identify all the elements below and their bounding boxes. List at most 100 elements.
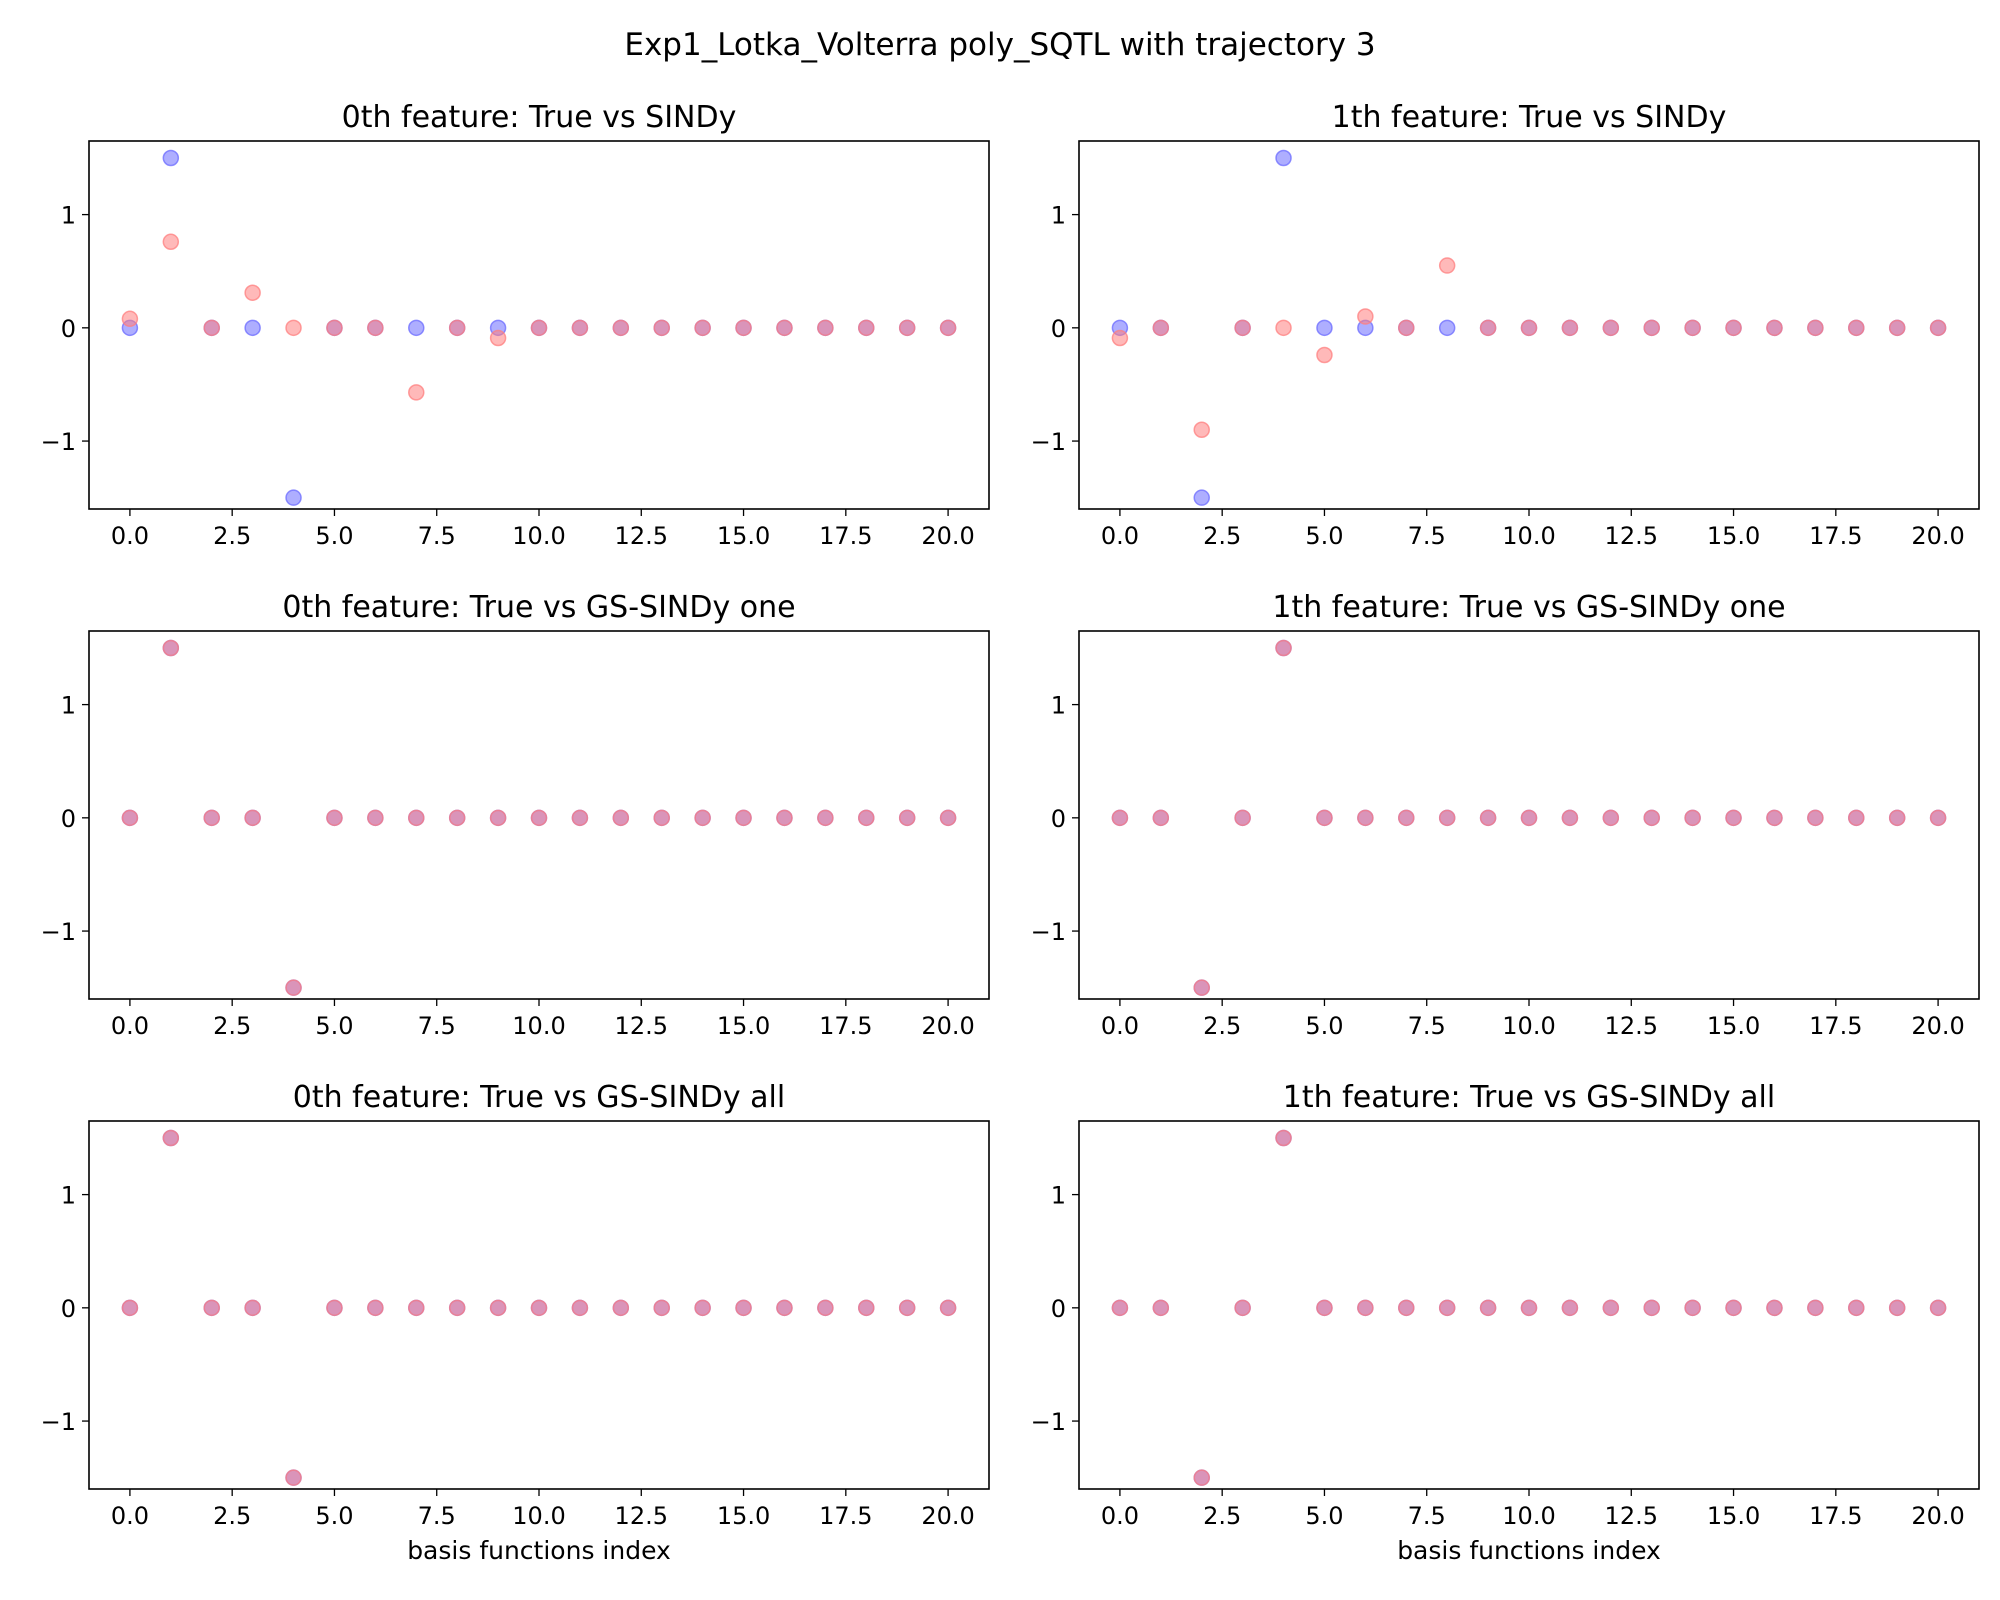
scatter-points <box>1111 149 1947 506</box>
estimate-point <box>1561 319 1579 337</box>
estimate-point <box>203 319 220 337</box>
estimate-point <box>898 319 916 337</box>
scatter-points <box>121 639 957 996</box>
estimate-point <box>448 1299 466 1317</box>
x-tick-label: 2.5 <box>1203 1012 1241 1040</box>
estimate-point <box>776 1299 793 1317</box>
y-tick-label: 1 <box>61 692 76 720</box>
estimate-point <box>244 809 261 827</box>
estimate-point <box>612 1299 630 1317</box>
estimate-point <box>162 639 180 657</box>
estimate-point <box>121 809 139 827</box>
x-tick-label: 20.0 <box>1911 1012 1964 1040</box>
figure-title: Exp1_Lotka_Volterra poly_SQTL with traje… <box>624 27 1375 63</box>
estimate-point <box>244 1299 261 1317</box>
x-tick-label: 7.5 <box>1408 1502 1446 1530</box>
estimate-point <box>1684 1299 1701 1317</box>
x-tick-label: 2.5 <box>213 1502 251 1530</box>
subplot-3: 1th feature: True vs GS-SINDy one 0.0 2.5 5… <box>1031 590 1980 1040</box>
y-tick-label: 1 <box>1051 202 1066 230</box>
true-point <box>244 319 261 337</box>
estimate-point <box>653 319 670 337</box>
axes-frame <box>88 630 990 1000</box>
estimate-point <box>1275 639 1292 657</box>
y-tick-label: 0 <box>61 805 76 833</box>
estimate-point <box>1643 809 1660 827</box>
scatter-points <box>1111 1129 1947 1486</box>
estimate-point <box>121 1299 139 1317</box>
x-tick-label: 15.0 <box>1707 522 1760 550</box>
true-point <box>1193 489 1210 506</box>
estimate-point <box>367 809 384 827</box>
estimate-point <box>1316 1299 1333 1317</box>
estimate-point <box>326 1299 343 1317</box>
estimate-point <box>776 809 793 827</box>
estimate-point <box>530 1299 548 1317</box>
estimate-point <box>1438 809 1456 827</box>
subplot-title: 0th feature: True vs SINDy <box>342 100 737 135</box>
subplot-title: 1th feature: True vs GS-SINDy all <box>1283 1080 1775 1115</box>
estimate-point <box>571 809 589 827</box>
estimate-point <box>1929 319 1947 337</box>
estimate-point <box>694 319 711 337</box>
estimate-point <box>530 319 548 337</box>
estimate-point <box>898 809 916 827</box>
estimate-point <box>489 1299 507 1317</box>
x-tick-label: 12.5 <box>615 1502 668 1530</box>
estimate-point <box>1152 809 1170 827</box>
estimate-point <box>1398 319 1415 337</box>
x-tick-label: 7.5 <box>418 1012 456 1040</box>
estimate-point <box>1520 1299 1538 1317</box>
estimate-point <box>1234 319 1251 337</box>
estimate-point <box>1398 809 1415 827</box>
estimate-point <box>1602 319 1620 337</box>
x-tick-label: 17.5 <box>1809 1012 1862 1040</box>
x-tick-label: 12.5 <box>1605 1012 1658 1040</box>
estimate-point <box>653 809 670 827</box>
estimate-point <box>612 319 630 337</box>
estimate-point <box>1193 1469 1210 1486</box>
estimate-point <box>448 809 466 827</box>
y-tick-label: 1 <box>1051 692 1066 720</box>
estimate-point <box>612 809 630 827</box>
estimate-point <box>571 319 589 337</box>
subplot-title: 0th feature: True vs GS-SINDy one <box>282 590 795 625</box>
estimate-point <box>1479 809 1497 827</box>
subplot-2: 0th feature: True vs GS-SINDy one 0.0 2.5 5… <box>41 590 990 1040</box>
x-tick-label: 15.0 <box>717 522 770 550</box>
estimate-point <box>1888 1299 1906 1317</box>
estimate-point <box>735 809 752 827</box>
estimate-point <box>694 1299 711 1317</box>
x-tick-label: 17.5 <box>1809 522 1862 550</box>
estimate-point <box>1929 1299 1947 1317</box>
x-tick-label: 15.0 <box>1707 1012 1760 1040</box>
true-point <box>1275 149 1292 167</box>
x-tick-label: 12.5 <box>1605 522 1658 550</box>
estimate-point <box>1561 809 1579 827</box>
estimate-point <box>1316 809 1333 827</box>
y-tick-label: 0 <box>1051 1295 1066 1323</box>
estimate-point <box>1438 257 1456 274</box>
estimate-point <box>817 809 834 827</box>
x-tick-label: 0.0 <box>1101 522 1139 550</box>
x-tick-label: 10.0 <box>512 1012 565 1040</box>
estimate-point <box>1725 319 1742 337</box>
axes-frame <box>88 1120 990 1490</box>
subplot-title: 1th feature: True vs SINDy <box>1332 100 1727 135</box>
estimate-point <box>1848 319 1865 337</box>
estimate-point <box>408 1299 425 1317</box>
x-tick-label: 5.0 <box>1305 1012 1343 1040</box>
estimate-point <box>162 233 180 251</box>
estimate-point <box>653 1299 670 1317</box>
estimate-point <box>1193 979 1210 996</box>
estimate-point <box>326 319 343 337</box>
estimate-point <box>1398 1299 1415 1317</box>
estimate-point <box>1807 809 1824 827</box>
x-tick-label: 7.5 <box>418 1502 456 1530</box>
x-axis-label: basis functions index <box>407 1536 671 1565</box>
x-tick-label: 5.0 <box>315 1012 353 1040</box>
